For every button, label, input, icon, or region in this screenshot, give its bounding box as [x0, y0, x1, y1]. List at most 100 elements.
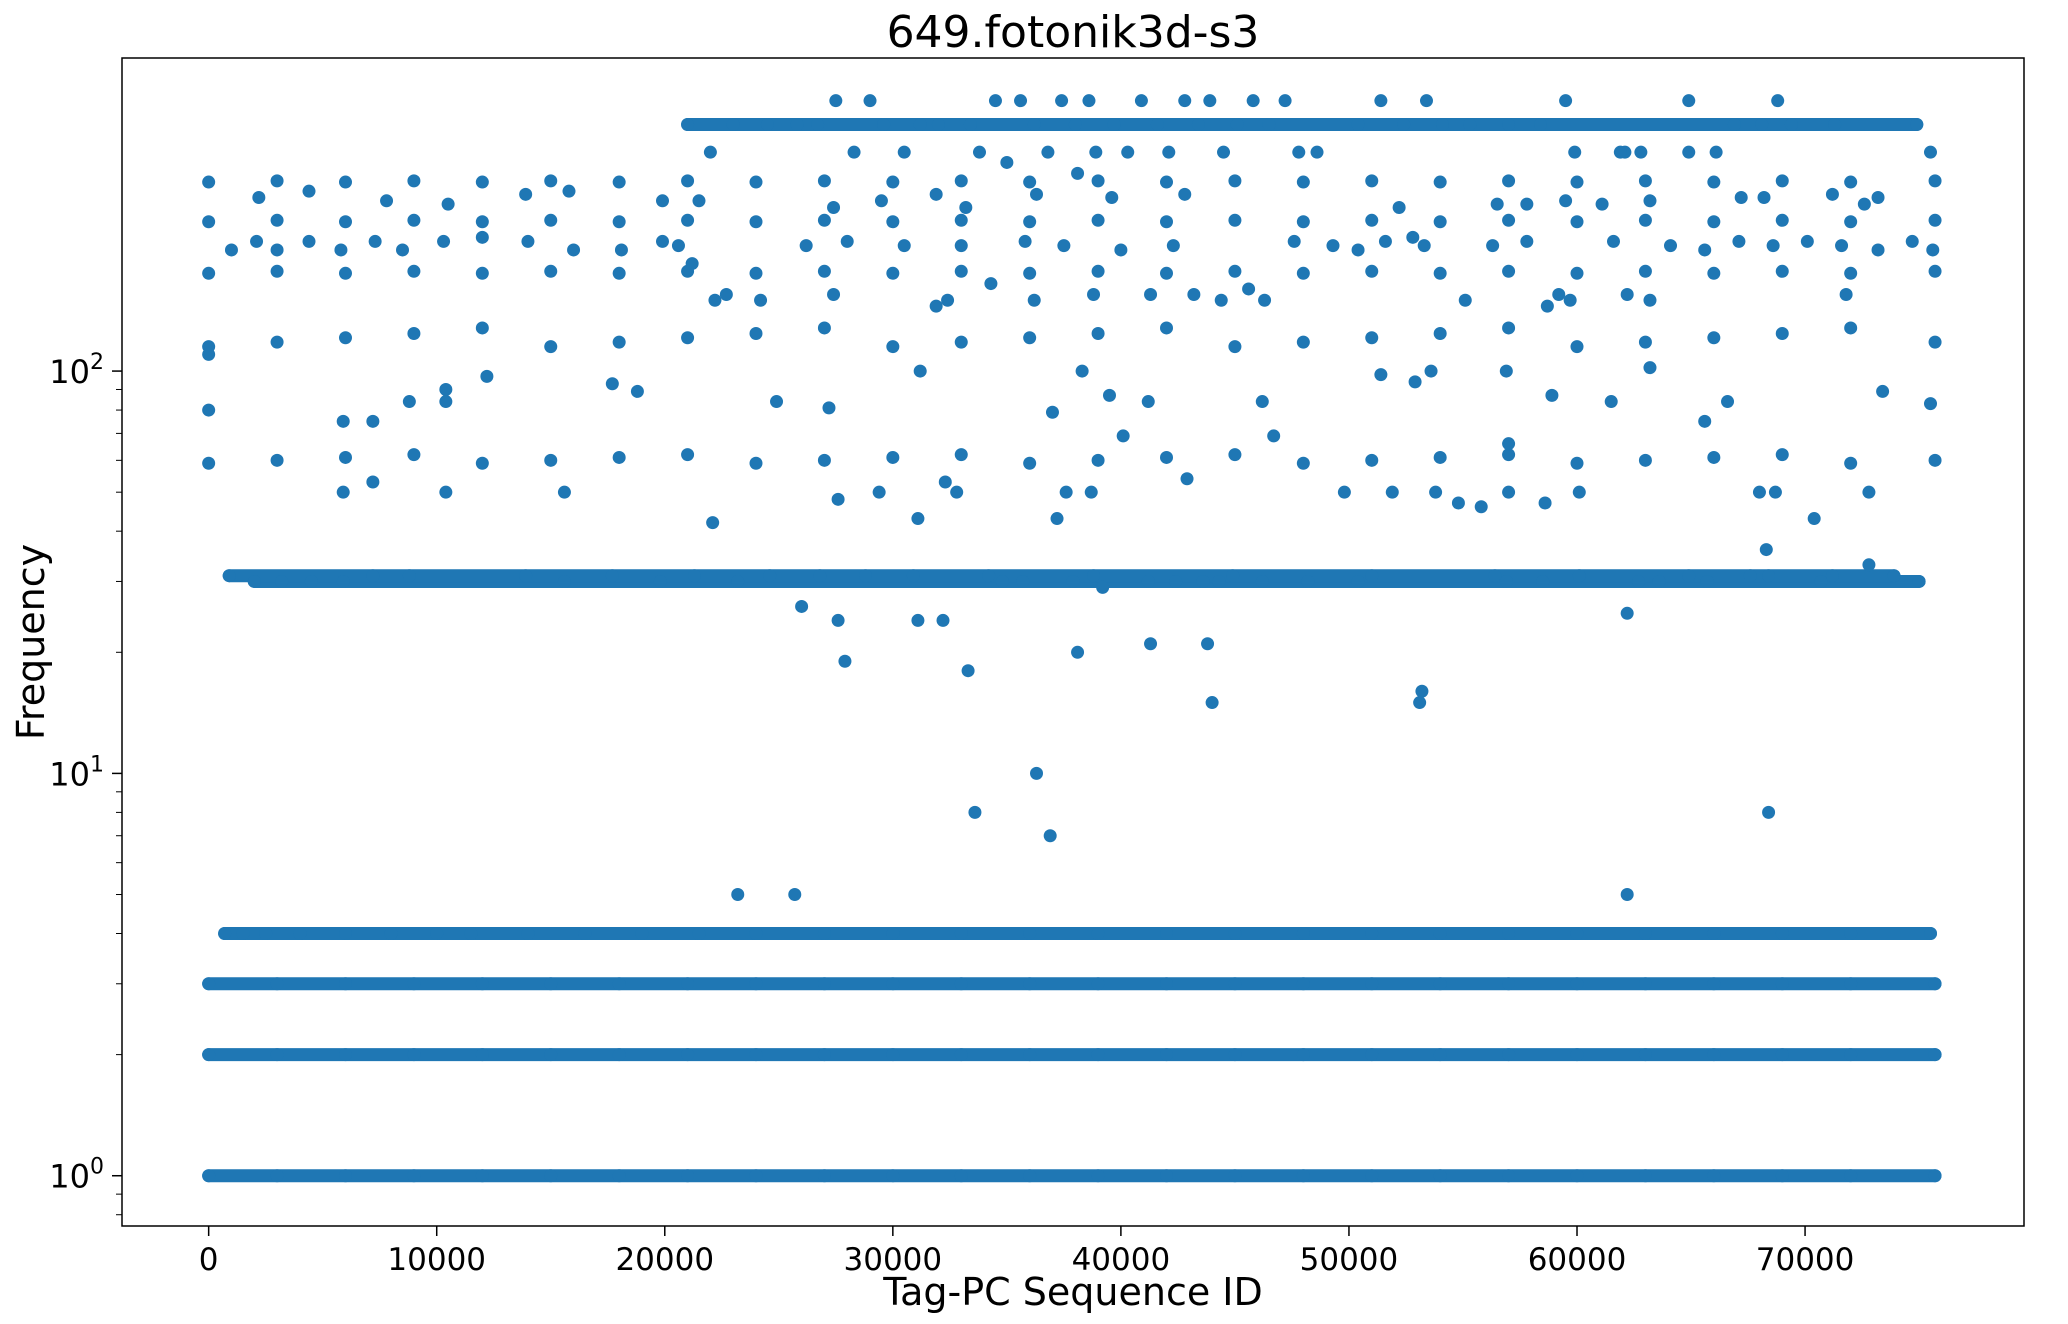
data-point — [1071, 166, 1085, 180]
data-point — [1201, 637, 1215, 651]
data-point — [1365, 453, 1379, 467]
data-point — [954, 977, 968, 991]
data-point — [1433, 1169, 1447, 1183]
data-point — [963, 118, 977, 132]
data-point — [913, 118, 927, 132]
data-point — [1365, 331, 1379, 345]
plot-frame — [121, 57, 2025, 1227]
data-point — [612, 215, 626, 229]
data-point — [1141, 574, 1155, 588]
data-point — [202, 403, 216, 417]
y-tick-label: 100 — [49, 1155, 104, 1196]
data-point — [1160, 927, 1174, 941]
data-point — [222, 569, 236, 583]
data-point — [886, 215, 900, 229]
data-point — [338, 175, 352, 189]
data-point — [605, 569, 619, 583]
data-point — [799, 239, 813, 253]
data-point — [1572, 485, 1586, 499]
data-point — [1278, 94, 1292, 108]
data-point — [567, 243, 581, 257]
data-point — [1023, 456, 1037, 470]
data-point — [954, 264, 968, 278]
data-point — [988, 94, 1002, 108]
data-point — [384, 927, 398, 941]
data-point — [407, 213, 421, 227]
data-point — [407, 326, 421, 340]
data-point — [1228, 927, 1242, 941]
data-point — [872, 485, 886, 499]
data-point — [1762, 569, 1776, 583]
data-point — [874, 194, 888, 208]
data-point — [790, 118, 804, 132]
data-point — [817, 453, 831, 467]
data-point — [685, 257, 699, 271]
data-point — [544, 174, 558, 188]
data-point — [1698, 243, 1712, 257]
y-tick-label: 101 — [49, 752, 104, 793]
data-point — [959, 201, 973, 215]
data-point — [817, 174, 831, 188]
data-point — [396, 243, 410, 257]
data-point — [1775, 174, 1789, 188]
data-point — [439, 395, 453, 409]
data-point — [1365, 174, 1379, 188]
data-point — [1228, 213, 1242, 227]
data-point — [886, 175, 900, 189]
data-point — [1451, 496, 1465, 510]
data-point — [270, 243, 284, 257]
data-point — [407, 264, 421, 278]
data-point — [614, 243, 628, 257]
data-point — [1310, 145, 1324, 159]
data-point — [827, 287, 841, 301]
data-point — [402, 395, 416, 409]
data-point — [749, 215, 763, 229]
data-point — [1570, 1048, 1584, 1062]
data-point — [1023, 175, 1037, 189]
data-point — [817, 213, 831, 227]
data-point — [1928, 264, 1942, 278]
data-point — [1844, 215, 1858, 229]
data-point — [270, 1169, 284, 1183]
data-point — [831, 613, 845, 627]
data-point — [817, 264, 831, 278]
data-point — [906, 569, 920, 583]
data-point — [1768, 485, 1782, 499]
data-point — [1721, 395, 1735, 409]
data-point — [1365, 264, 1379, 278]
data-point — [1552, 287, 1566, 301]
data-point — [544, 1048, 558, 1062]
data-point — [338, 331, 352, 345]
data-point — [475, 230, 489, 244]
data-point — [1638, 927, 1652, 941]
data-point — [1068, 118, 1082, 132]
data-point — [811, 118, 825, 132]
data-point — [817, 927, 831, 941]
data-point — [968, 805, 982, 819]
data-point — [1652, 574, 1666, 588]
data-point — [1502, 448, 1516, 462]
data-point — [1262, 118, 1276, 132]
data-point — [1707, 1169, 1721, 1183]
data-point — [1563, 293, 1577, 307]
data-point — [1844, 1169, 1858, 1183]
data-point — [1228, 977, 1242, 991]
data-point — [270, 213, 284, 227]
data-point — [1499, 364, 1513, 378]
data-point — [706, 516, 720, 530]
data-point — [1178, 187, 1192, 201]
data-point — [763, 569, 777, 583]
data-point — [954, 448, 968, 462]
data-point — [877, 118, 891, 132]
data-point — [1844, 321, 1858, 335]
data-point — [1876, 384, 1890, 398]
data-point — [544, 264, 558, 278]
data-point — [1486, 239, 1500, 253]
data-point — [1707, 1048, 1721, 1062]
data-point — [1089, 145, 1103, 159]
data-point — [1160, 175, 1174, 189]
data-point — [338, 450, 352, 464]
data-point — [863, 94, 877, 108]
data-point — [1771, 94, 1785, 108]
data-point — [338, 977, 352, 991]
